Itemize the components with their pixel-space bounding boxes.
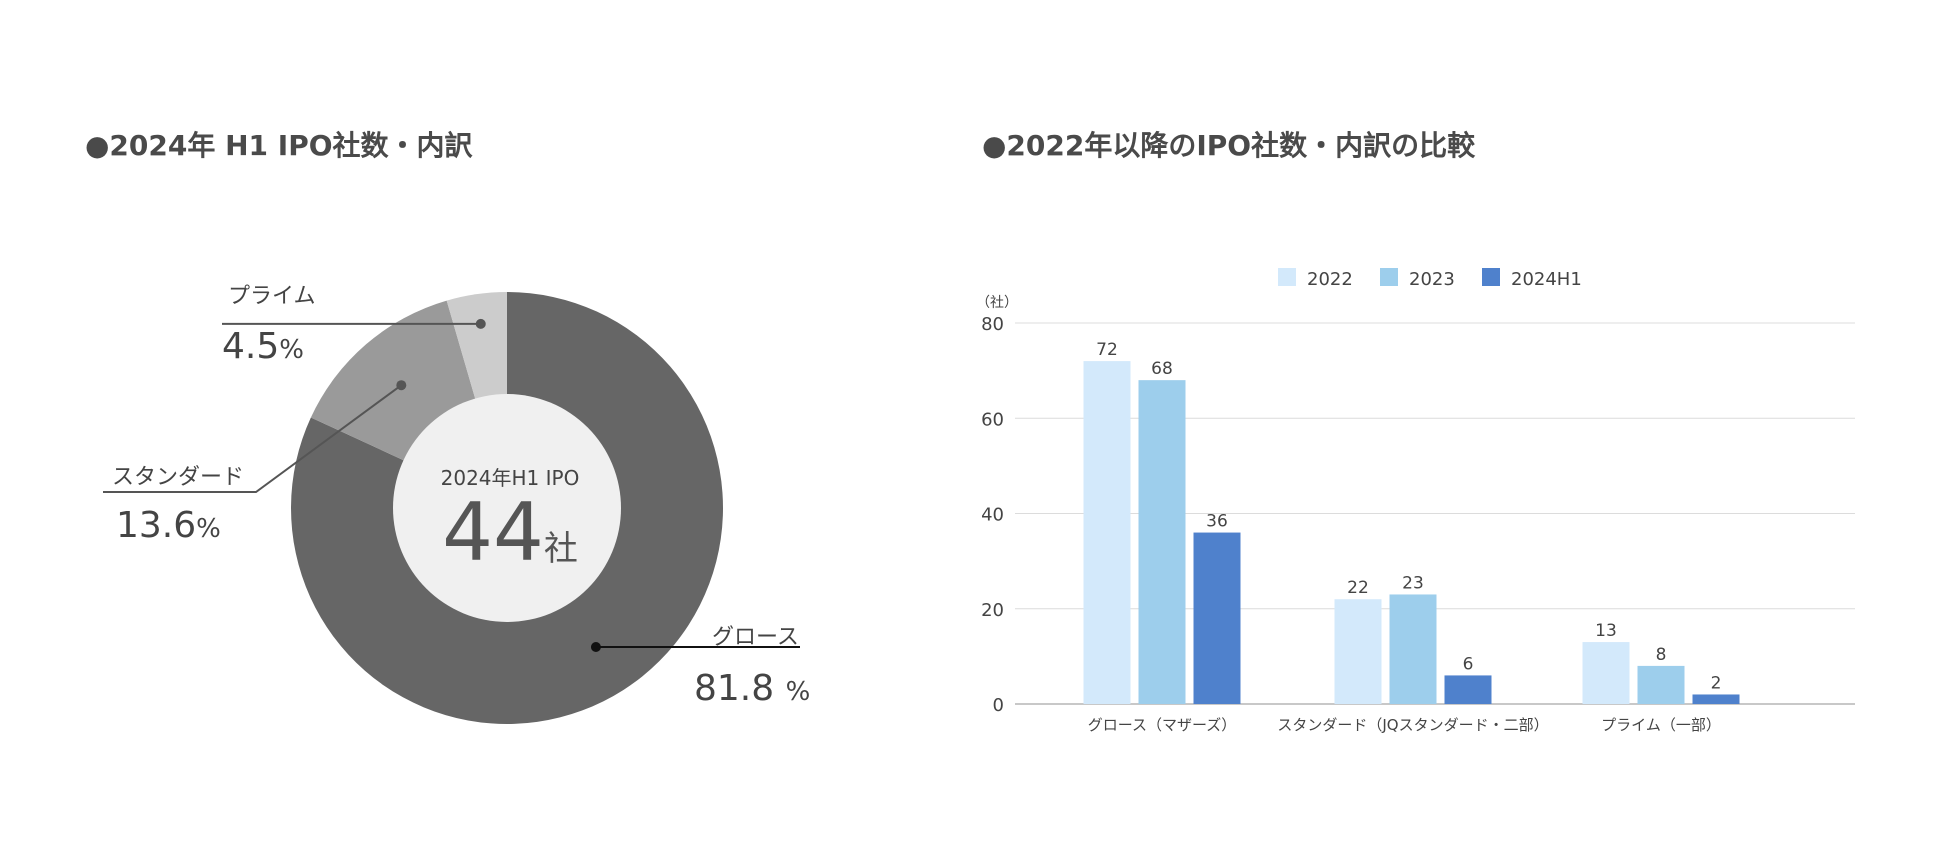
bar-2-1 [1444,675,1492,704]
bar-1-0 [1138,380,1186,704]
slice-value-standard-number: 13.6 [116,505,197,546]
slice-value-growth-number: 81.8 [694,668,775,709]
leader-dot-0 [590,641,601,652]
bar-value-label-1-1: 23 [1402,573,1424,593]
legend-swatch-0 [1278,268,1296,286]
bar-value-label-0-0: 72 [1096,340,1118,360]
y-tick-label-80: 80 [981,314,1004,335]
donut-center [393,394,621,622]
legend-swatch-2 [1482,268,1500,286]
donut-center-label: 2024年H1 IPO [440,466,580,490]
slice-value-prime-unit: % [279,335,304,365]
y-tick-label-20: 20 [981,600,1004,621]
x-category-label-2: プライム（一部） [1601,716,1721,734]
slice-value-prime: 4.5% [222,326,304,367]
legend-label-1: 2023 [1409,269,1455,290]
slice-value-prime-number: 4.5 [222,326,280,367]
y-tick-label-60: 60 [981,409,1004,430]
bar-0-2 [1582,642,1630,704]
legend-label-0: 2022 [1307,269,1353,290]
bar-value-label-0-1: 22 [1347,578,1369,598]
bar-chart-title: ●2022年以降のIPO社数・内訳の比較 [982,129,1476,162]
leader-line-1 [103,384,402,493]
bar-2-2 [1692,694,1740,704]
leader-dot-2 [475,318,486,329]
slice-label-standard: スタンダード [112,465,245,490]
leader-dot-1 [396,380,407,391]
x-category-label-1: スタンダード（JQスタンダード・二部） [1277,716,1548,734]
bar-value-label-2-2: 2 [1711,673,1722,693]
slice-value-growth-unit: % [785,677,811,707]
slice-label-prime: プライム [228,284,316,309]
legend-label-2: 2024H1 [1511,269,1582,290]
donut-center-unit: 社 [543,529,578,569]
slice-value-growth: 81.8 % [694,668,810,709]
legend-swatch-1 [1380,268,1398,286]
bar-value-label-1-2: 8 [1656,645,1667,665]
y-tick-label-40: 40 [981,505,1004,526]
slice-value-standard: 13.6% [116,505,221,546]
y-axis-unit-label: （社） [976,295,1018,311]
donut-chart-title: ●2024年 H1 IPO社数・内訳 [85,129,473,162]
bar-1-2 [1637,665,1685,704]
bar-value-label-0-2: 13 [1595,621,1617,641]
donut-center-count: 44社 [370,486,650,579]
bar-1-1 [1389,594,1437,704]
donut-center-value: 44 [442,486,544,579]
bar-2-0 [1193,532,1241,704]
y-tick-label-0: 0 [993,695,1004,716]
x-category-label-0: グロース（マザーズ） [1088,716,1237,734]
slice-value-standard-unit: % [196,514,221,544]
slice-label-growth: グロース [712,625,799,650]
bar-value-label-1-0: 68 [1151,359,1173,379]
bar-0-1 [1334,599,1382,704]
bar-0-0 [1083,361,1131,704]
bar-value-label-2-0: 36 [1206,512,1228,532]
bar-value-label-2-1: 6 [1463,654,1474,674]
